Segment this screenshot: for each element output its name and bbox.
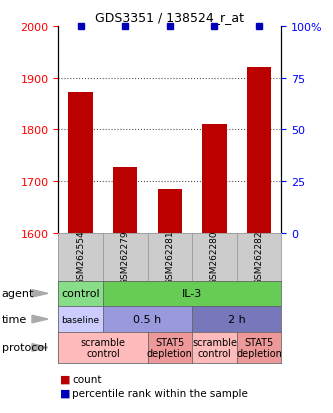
Polygon shape (32, 344, 48, 351)
Text: IL-3: IL-3 (182, 289, 202, 299)
Text: ■: ■ (60, 388, 71, 398)
Bar (113, 167, 138, 233)
Text: count: count (72, 374, 102, 384)
Bar (158, 190, 182, 233)
Text: STAT5
depletion: STAT5 depletion (236, 337, 282, 358)
Polygon shape (32, 316, 48, 323)
Text: GSM262279: GSM262279 (121, 230, 130, 284)
Text: protocol: protocol (2, 342, 47, 353)
Bar (202, 125, 227, 233)
Text: GSM262280: GSM262280 (210, 230, 219, 284)
Text: GSM262554: GSM262554 (76, 230, 85, 284)
Bar (68, 93, 93, 233)
Text: control: control (61, 289, 100, 299)
Title: GDS3351 / 138524_r_at: GDS3351 / 138524_r_at (95, 11, 244, 24)
Text: 2 h: 2 h (228, 314, 246, 324)
Text: baseline: baseline (62, 315, 100, 324)
Text: STAT5
depletion: STAT5 depletion (147, 337, 193, 358)
Text: time: time (2, 314, 27, 324)
Text: agent: agent (2, 289, 34, 299)
Text: GSM262282: GSM262282 (254, 230, 264, 284)
Polygon shape (32, 290, 48, 297)
Text: percentile rank within the sample: percentile rank within the sample (72, 388, 248, 398)
Text: GSM262281: GSM262281 (165, 230, 174, 284)
Text: ■: ■ (60, 374, 71, 384)
Bar (247, 68, 271, 233)
Text: scramble
control: scramble control (192, 337, 237, 358)
Text: scramble
control: scramble control (80, 337, 126, 358)
Text: 0.5 h: 0.5 h (134, 314, 162, 324)
